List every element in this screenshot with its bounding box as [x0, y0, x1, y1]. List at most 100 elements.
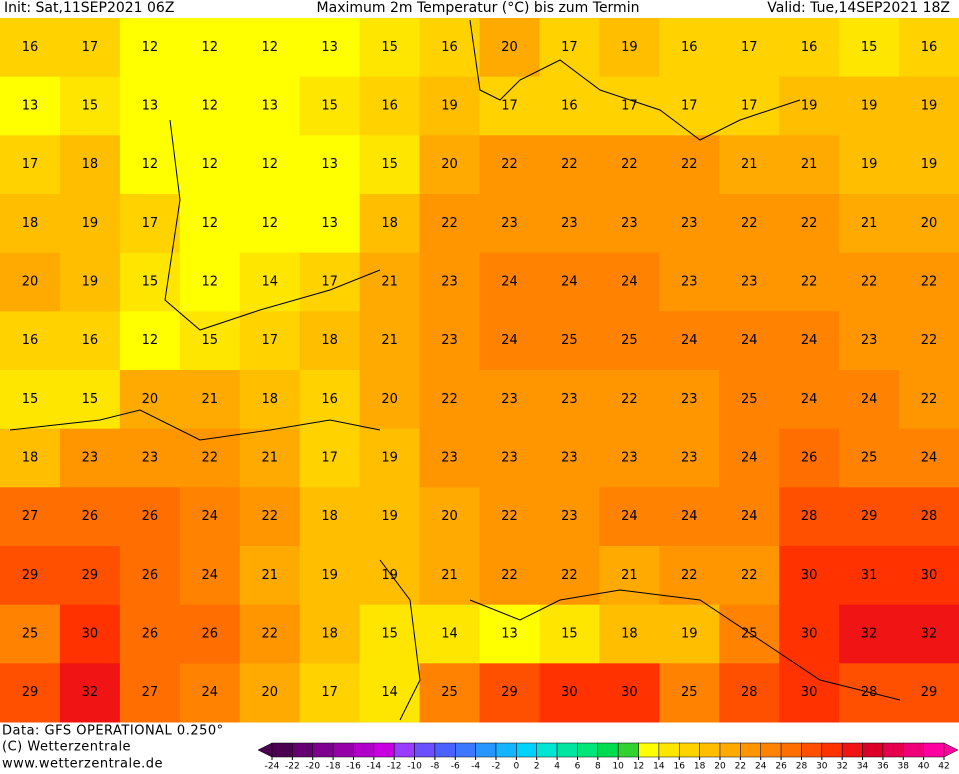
temperature-cell: [539, 311, 600, 371]
temperature-cell: [719, 18, 780, 78]
temperature-cell: [899, 135, 959, 195]
colorbar-tick-label: -6: [451, 762, 460, 772]
temperature-label: 23: [441, 451, 458, 466]
temperature-cell: [0, 18, 61, 78]
temperature-cell: [0, 194, 61, 254]
temperature-label: 12: [202, 40, 219, 55]
colorbar-swatch: [841, 742, 863, 758]
temperature-label: 15: [321, 99, 338, 114]
temperature-label: 30: [561, 685, 578, 700]
temperature-label: 14: [441, 627, 458, 642]
temperature-label: 24: [561, 275, 578, 290]
temperature-cell: [59, 487, 121, 547]
temperature-cell: [599, 487, 660, 547]
temperature-cell: [239, 76, 301, 136]
website: www.wetterzentrale.de: [2, 757, 163, 772]
temperature-cell: [599, 135, 660, 195]
temperature-cell: [719, 428, 780, 488]
temperature-cell: [359, 546, 421, 606]
temperature-cell: [299, 487, 361, 547]
temperature-cell: [239, 546, 301, 606]
temperature-label: 17: [501, 99, 518, 114]
temperature-label: 26: [142, 509, 159, 524]
temperature-cell: [839, 252, 900, 312]
temperature-label: 12: [202, 99, 219, 114]
temperature-label: 21: [801, 157, 818, 172]
temperature-cell: [119, 487, 181, 547]
temperature-cell: [779, 604, 840, 664]
temperature-label: 32: [861, 627, 878, 642]
temperature-label: 22: [261, 509, 278, 524]
temperature-label: 19: [381, 509, 398, 524]
temperature-cell: [179, 546, 241, 606]
temperature-label: 18: [261, 392, 278, 407]
temperature-label: 30: [82, 627, 99, 642]
temperature-cell: [419, 663, 480, 723]
temperature-label: 24: [681, 333, 698, 348]
temperature-label: 22: [501, 157, 518, 172]
temperature-label: 32: [921, 627, 938, 642]
temperature-label: 17: [321, 275, 338, 290]
temperature-label: 29: [82, 568, 99, 583]
temperature-label: 27: [22, 509, 39, 524]
temperature-label: 15: [82, 99, 99, 114]
temperature-cell: [119, 18, 181, 78]
temperature-label: 21: [621, 568, 638, 583]
temperature-label: 20: [441, 157, 458, 172]
temperature-label: 12: [142, 157, 159, 172]
temperature-label: 25: [621, 333, 638, 348]
temperature-label: 23: [861, 333, 878, 348]
temperature-cell: [839, 663, 900, 723]
temperature-cell: [0, 252, 61, 312]
colorbar-swatch: [475, 742, 497, 758]
temperature-cell: [659, 487, 720, 547]
temperature-label: 22: [621, 392, 638, 407]
temperature-label: 24: [621, 509, 638, 524]
temperature-cell: [0, 311, 61, 371]
temperature-cell: [659, 135, 720, 195]
map-title: Maximum 2m Temperatur (°C) bis zum Termi…: [317, 0, 640, 16]
colorbar-swatch: [455, 742, 476, 758]
temperature-cell: [659, 428, 720, 488]
temperature-cell: [899, 252, 959, 312]
colorbar-tick-label: 6: [575, 762, 581, 772]
temperature-cell: [419, 546, 480, 606]
colorbar-swatch: [638, 742, 660, 758]
temperature-cell: [59, 604, 121, 664]
temperature-cell: [779, 252, 840, 312]
temperature-cell: [779, 546, 840, 606]
colorbar-tick-label: 2: [534, 762, 540, 772]
colorbar-tick-label: 16: [674, 762, 686, 772]
temperature-label: 21: [441, 568, 458, 583]
temperature-cell: [599, 370, 660, 430]
temperature-label: 12: [202, 157, 219, 172]
temperature-label: 26: [202, 627, 219, 642]
temperature-cell: [899, 311, 959, 371]
temperature-label: 22: [621, 157, 638, 172]
temperature-cell: [539, 370, 600, 430]
temperature-label: 16: [561, 99, 578, 114]
temperature-label: 18: [381, 216, 398, 231]
temperature-cell: [899, 604, 959, 664]
temperature-label: 24: [681, 509, 698, 524]
temperature-cell: [0, 487, 61, 547]
temperature-cell: [719, 663, 780, 723]
temperature-label: 16: [921, 40, 938, 55]
temperature-cell: [899, 18, 959, 78]
temperature-label: 23: [501, 392, 518, 407]
temperature-label: 25: [22, 627, 39, 642]
temperature-label: 23: [561, 392, 578, 407]
temperature-cell: [179, 663, 241, 723]
temperature-cell: [59, 663, 121, 723]
temperature-cell: [539, 663, 600, 723]
colorbar-swatch: [821, 742, 843, 758]
temperature-cell: [119, 194, 181, 254]
temperature-label: 22: [681, 157, 698, 172]
temperature-cell: [719, 370, 780, 430]
temperature-label: 22: [921, 392, 938, 407]
temperature-cell: [899, 487, 959, 547]
temperature-label: 21: [381, 275, 398, 290]
colorbar-tick-label: 26: [775, 762, 787, 772]
temperature-label: 22: [801, 275, 818, 290]
temperature-label: 24: [801, 333, 818, 348]
